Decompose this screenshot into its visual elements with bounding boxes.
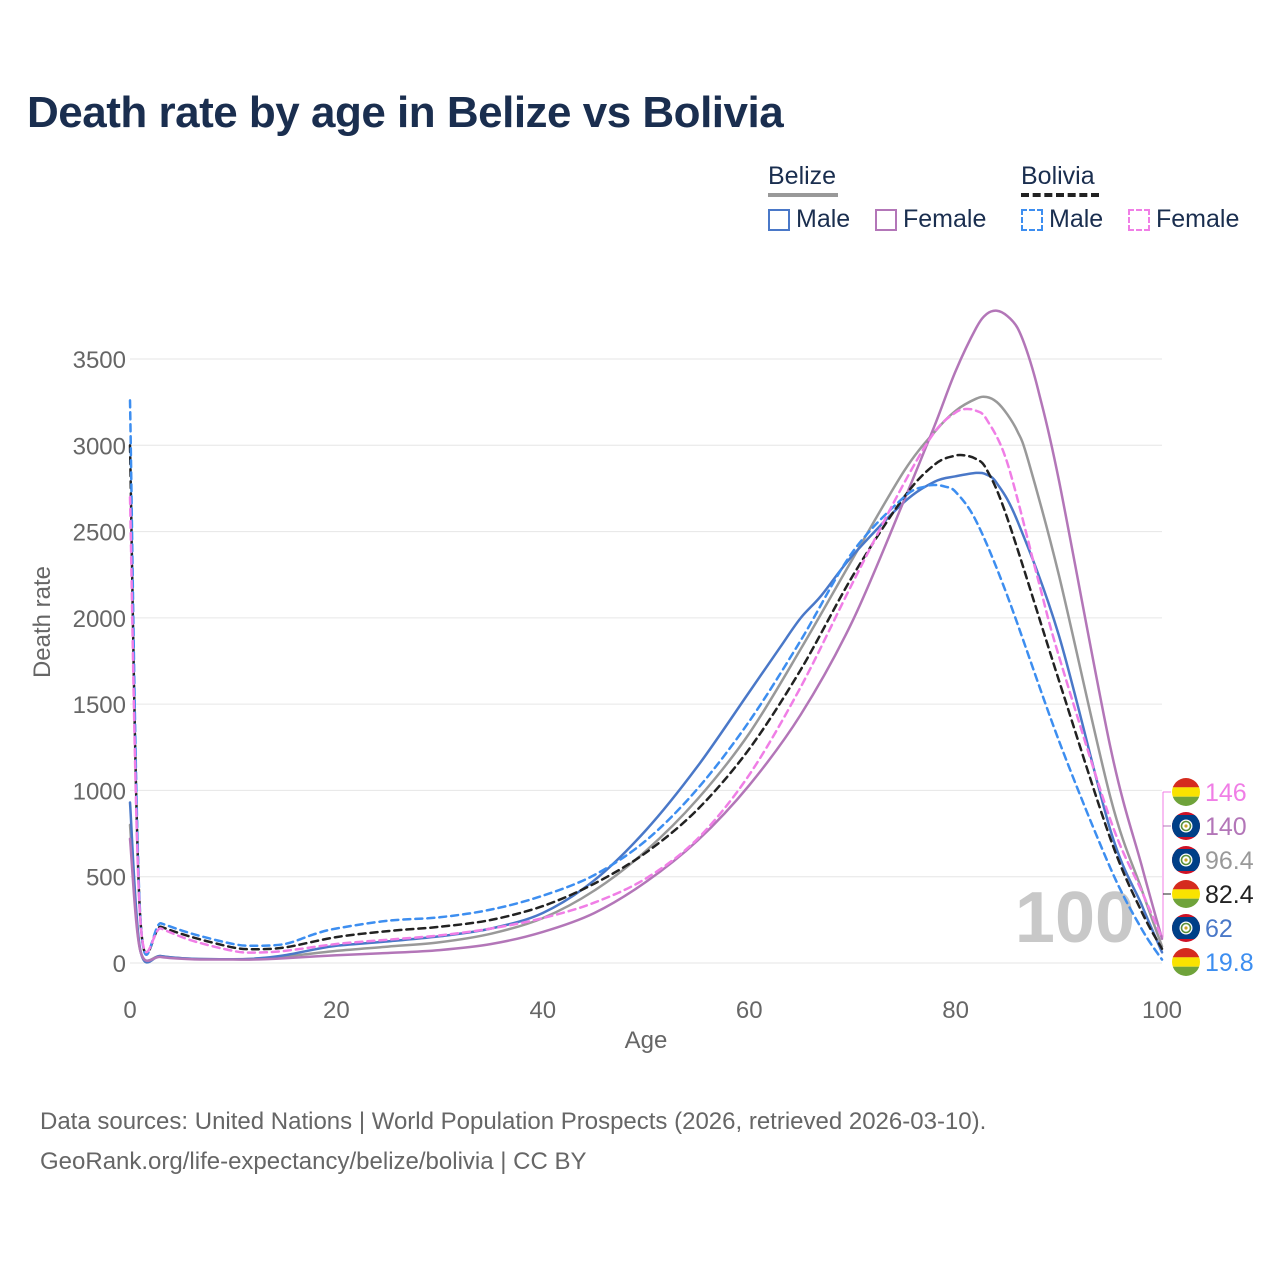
belize-flag-icon (1172, 846, 1200, 874)
x-tick-label: 60 (736, 997, 763, 1024)
chart-title: Death rate by age in Belize vs Bolivia (27, 88, 784, 137)
legend-label-bolivia-female: Female (1156, 205, 1240, 233)
legend-label-belize-female: Female (903, 205, 987, 233)
legend-item-belize-female[interactable]: Female (875, 205, 986, 234)
watermark-age: 100 (1015, 878, 1135, 958)
legend-swatch-belize-female (875, 208, 897, 231)
legend-rule-belize (768, 193, 838, 197)
legend-group-bolivia: Bolivia (1021, 162, 1095, 190)
y-tick-label: 2500 (73, 520, 126, 547)
legend-swatch-bolivia-female (1128, 208, 1150, 231)
y-tick-label: 0 (113, 951, 126, 978)
legend-item-bolivia-male[interactable]: Male (1021, 205, 1103, 234)
y-tick-label: 500 (86, 865, 126, 892)
end-label-value: 19.8 (1205, 949, 1254, 977)
x-tick-label: 0 (123, 997, 136, 1024)
y-tick-label: 1500 (73, 692, 126, 719)
x-axis-title: Age (625, 1027, 668, 1054)
series-line-bolivia-male[interactable] (128, 399, 1164, 961)
legend-swatch-belize-male (768, 208, 790, 231)
bolivia-flag-icon (1172, 778, 1200, 806)
legend-item-belize-male[interactable]: Male (768, 205, 850, 234)
y-tick-label: 3000 (73, 433, 126, 460)
legend-label-belize-male: Male (796, 205, 851, 233)
legend-label-bolivia-male: Male (1049, 205, 1104, 233)
bolivia-flag-icon (1172, 880, 1200, 908)
belize-flag-icon (1172, 812, 1200, 840)
end-label-value: 146 (1205, 779, 1247, 807)
y-tick-label: 3500 (73, 347, 126, 374)
legend-item-bolivia-female[interactable]: Female (1128, 205, 1239, 234)
footer-attribution[interactable]: GeoRank.org/life-expectancy/belize/boliv… (40, 1148, 587, 1175)
series-line-belize-female[interactable] (128, 309, 1164, 963)
bolivia-flag-icon (1172, 948, 1200, 976)
end-label-value: 82.4 (1205, 881, 1254, 909)
footer-sources: Data sources: United Nations | World Pop… (40, 1108, 987, 1135)
end-label-value: 62 (1205, 915, 1233, 943)
x-tick-label: 100 (1142, 997, 1182, 1024)
belize-flag-icon (1172, 914, 1200, 942)
x-tick-label: 40 (529, 997, 556, 1024)
series-line-bolivia-female[interactable] (128, 407, 1164, 954)
legend-group-belize: Belize (768, 162, 837, 190)
y-tick-label: 2000 (73, 606, 126, 633)
end-label-value: 96.4 (1205, 847, 1254, 875)
x-tick-label: 80 (942, 997, 969, 1024)
series-line-bolivia-total[interactable] (128, 444, 1164, 956)
legend-rule-bolivia (1021, 193, 1099, 197)
series-line-belize-male[interactable] (128, 471, 1164, 964)
end-label-value: 140 (1205, 813, 1247, 841)
x-tick-label: 20 (323, 997, 350, 1024)
legend-swatch-bolivia-male (1021, 208, 1043, 231)
y-tick-label: 1000 (73, 778, 126, 805)
y-axis-title: Death rate (29, 566, 56, 678)
